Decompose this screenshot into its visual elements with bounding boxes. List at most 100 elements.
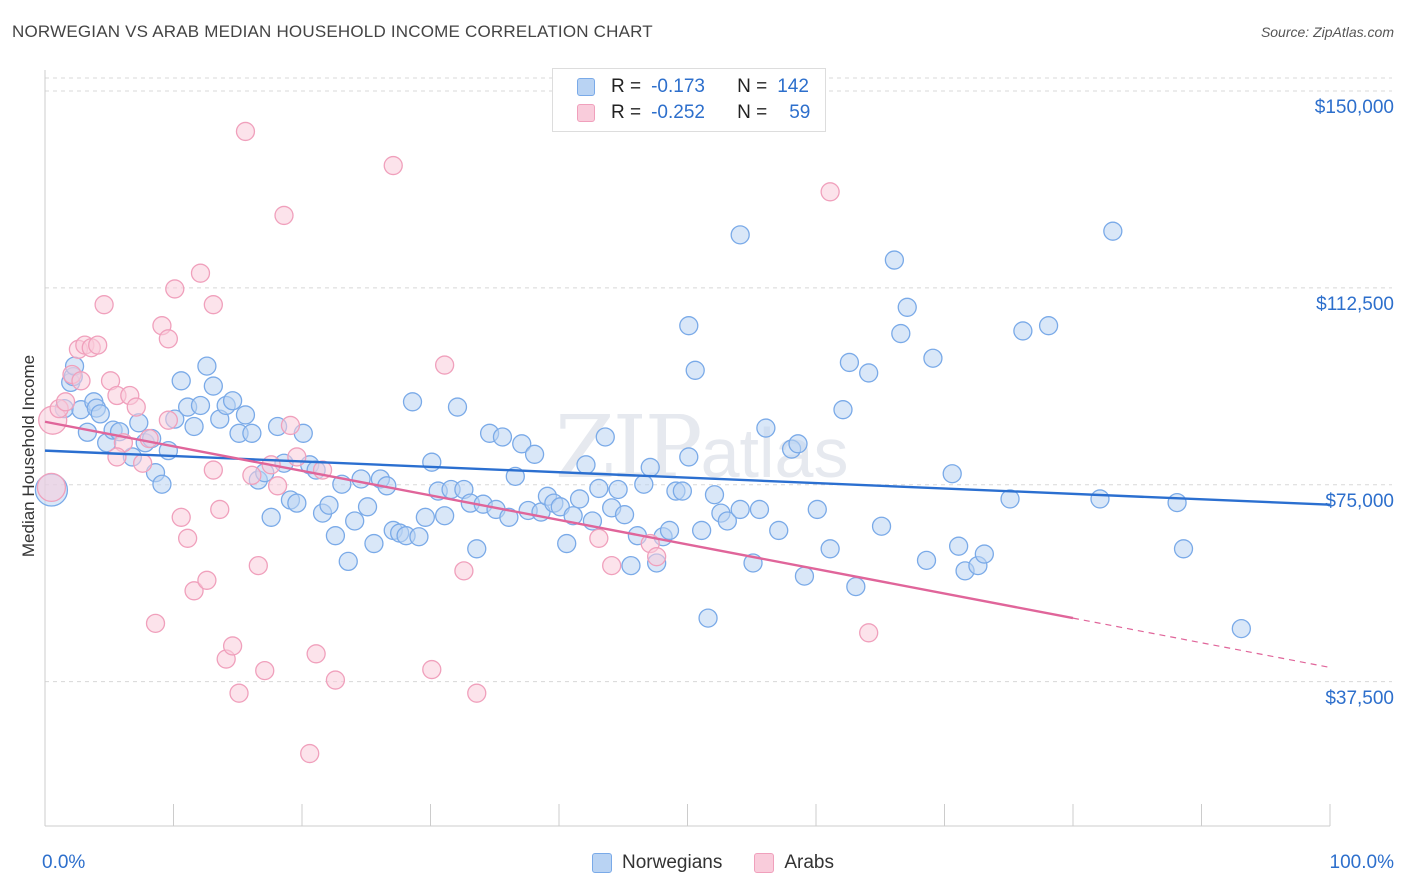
data-point-arabs bbox=[158, 329, 179, 349]
data-point-arabs bbox=[184, 581, 204, 601]
data-point-norwegians bbox=[1090, 489, 1110, 509]
data-point-norwegians bbox=[242, 423, 262, 443]
data-point-norwegians bbox=[595, 427, 615, 447]
data-point-arabs bbox=[859, 623, 879, 643]
data-point-norwegians bbox=[512, 434, 532, 454]
data-point-norwegians bbox=[1000, 489, 1020, 509]
data-point-norwegians bbox=[351, 469, 371, 489]
trend-line-arabs-extension bbox=[1072, 617, 1331, 669]
data-point-arabs bbox=[197, 570, 217, 590]
data-point-arabs bbox=[300, 743, 320, 764]
data-point-norwegians bbox=[679, 447, 699, 467]
data-point-norwegians bbox=[672, 481, 693, 501]
legend-swatch-arabs bbox=[754, 853, 775, 873]
data-point-arabs bbox=[454, 561, 474, 581]
data-point-arabs bbox=[165, 279, 185, 299]
data-point-norwegians bbox=[807, 499, 827, 520]
data-point-norwegians bbox=[1173, 539, 1194, 559]
data-point-arabs bbox=[55, 392, 76, 412]
series-legend: Norwegians Arabs bbox=[592, 852, 866, 874]
data-point-norwegians bbox=[685, 360, 705, 380]
data-point-norwegians bbox=[704, 485, 725, 505]
data-point-norwegians bbox=[364, 533, 384, 554]
data-point-arabs bbox=[229, 683, 249, 703]
data-point-norwegians bbox=[871, 516, 892, 536]
data-point-norwegians bbox=[557, 533, 577, 554]
data-point-norwegians bbox=[434, 506, 455, 526]
data-point-norwegians bbox=[90, 404, 110, 424]
data-point-norwegians bbox=[261, 507, 281, 527]
data-point-arabs bbox=[383, 155, 403, 176]
legend-n-value: 142 bbox=[777, 76, 809, 97]
data-point-norwegians bbox=[345, 511, 365, 531]
data-point-arabs bbox=[107, 447, 127, 467]
data-point-norwegians bbox=[974, 544, 994, 564]
data-point-arabs bbox=[177, 528, 198, 548]
data-point-norwegians bbox=[569, 489, 590, 509]
data-point-arabs bbox=[325, 670, 346, 690]
data-point-arabs bbox=[255, 660, 275, 681]
data-point-norwegians bbox=[409, 527, 429, 547]
data-point-arabs bbox=[589, 528, 609, 548]
data-point-arabs bbox=[242, 465, 262, 485]
data-point-norwegians bbox=[563, 506, 583, 526]
data-point-norwegians bbox=[338, 551, 358, 572]
data-point-norwegians bbox=[659, 520, 680, 541]
data-point-arabs bbox=[158, 410, 179, 430]
source-credit: Source: ZipAtlas.com bbox=[1260, 24, 1394, 40]
data-point-arabs bbox=[190, 263, 211, 283]
data-point-norwegians bbox=[679, 316, 699, 336]
data-point-norwegians bbox=[614, 505, 635, 525]
legend-row-arabs: R = -0.252 N = 59 bbox=[577, 100, 810, 126]
data-point-norwegians bbox=[897, 297, 917, 317]
data-point-arabs bbox=[280, 415, 301, 436]
data-point-arabs bbox=[820, 182, 840, 202]
data-point-norwegians bbox=[287, 493, 307, 513]
data-point-norwegians bbox=[608, 479, 628, 500]
data-point-arabs bbox=[203, 460, 223, 480]
data-point-norwegians bbox=[222, 391, 243, 411]
data-point-arabs bbox=[274, 205, 294, 226]
data-point-norwegians bbox=[730, 225, 750, 245]
legend-n-label: N = bbox=[737, 102, 768, 123]
legend-item-norwegians[interactable]: Norwegians bbox=[592, 852, 722, 874]
data-point-arabs bbox=[222, 636, 243, 656]
data-point-norwegians bbox=[859, 363, 879, 383]
chart-title: NORWEGIAN VS ARAB MEDIAN HOUSEHOLD INCOM… bbox=[12, 22, 653, 41]
data-point-norwegians bbox=[1013, 321, 1033, 341]
data-point-norwegians bbox=[884, 250, 905, 270]
data-point-norwegians bbox=[846, 576, 866, 597]
data-point-arabs bbox=[210, 499, 230, 520]
data-point-norwegians bbox=[769, 520, 789, 541]
data-point-arabs bbox=[434, 355, 455, 375]
data-point-arabs bbox=[602, 555, 622, 576]
data-point-norwegians bbox=[820, 539, 840, 559]
data-point-arabs bbox=[287, 447, 307, 467]
data-point-norwegians bbox=[794, 566, 815, 586]
data-point-norwegians bbox=[749, 499, 770, 520]
legend-swatch-norwegians bbox=[592, 853, 612, 873]
data-point-norwegians bbox=[357, 497, 378, 517]
data-point-arabs bbox=[126, 397, 146, 417]
series-norwegians bbox=[34, 221, 1251, 639]
data-point-norwegians bbox=[152, 474, 172, 494]
y-tick-label: $112,500 bbox=[1316, 293, 1394, 315]
data-point-arabs bbox=[71, 371, 91, 391]
data-point-arabs bbox=[467, 683, 487, 703]
axes bbox=[44, 70, 1331, 827]
series-arabs bbox=[36, 121, 879, 764]
legend-label-norwegians: Norwegians bbox=[622, 852, 723, 873]
legend-r-label: R = bbox=[611, 76, 642, 97]
trend-line-norwegians bbox=[44, 449, 1331, 506]
data-point-norwegians bbox=[756, 418, 776, 438]
data-point-norwegians bbox=[171, 371, 191, 391]
y-tick-label: $75,000 bbox=[1325, 490, 1394, 512]
data-point-norwegians bbox=[1038, 316, 1059, 336]
data-point-arabs bbox=[267, 476, 288, 496]
data-point-norwegians bbox=[589, 478, 609, 499]
data-point-norwegians bbox=[948, 536, 969, 556]
data-point-arabs bbox=[36, 472, 67, 503]
legend-item-arabs[interactable]: Arabs bbox=[754, 852, 834, 874]
legend-n-value: 59 bbox=[789, 102, 811, 123]
